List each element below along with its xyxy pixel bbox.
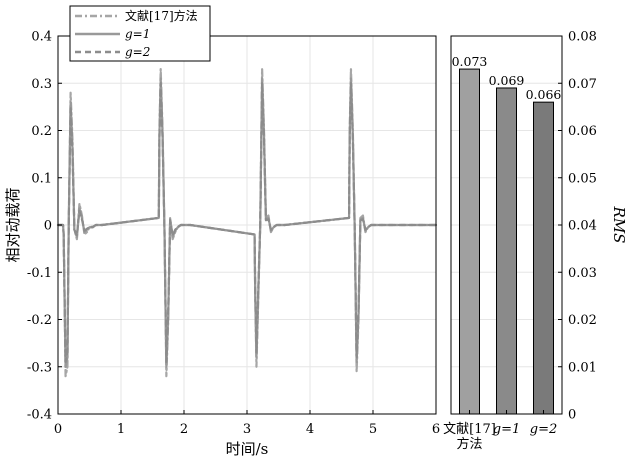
- bar-y-tick-label: 0.03: [568, 266, 597, 281]
- bar-value-label: 0.066: [526, 87, 562, 102]
- legend-label-series-2: g=1: [125, 27, 150, 41]
- line-y-tick-label: 0.2: [31, 124, 52, 139]
- line-y-axis-label: 相对动载荷: [4, 187, 22, 262]
- line-y-tick-label: 0.3: [31, 77, 52, 92]
- legend-label-series-3: g=2: [125, 45, 150, 59]
- bar-y-tick-label: 0.01: [568, 360, 597, 375]
- bar-y-tick-label: 0.04: [568, 219, 597, 234]
- bar-y-tick-label: 0.06: [568, 124, 597, 139]
- bar-1: [459, 68, 480, 415]
- bar-category-label: g=1: [493, 422, 521, 437]
- line-y-tick-label: 0.4: [31, 30, 52, 45]
- line-y-tick-label: -0.3: [27, 360, 52, 375]
- bar-y-tick-label: 0.02: [568, 313, 597, 328]
- legend-label-series-1: 文献[17]方法: [125, 8, 198, 23]
- line-chart-ticks: 0 1 2 3 4 5 6 0.4 0.3 0.2 0.1 0 -0.1 -0.2 -0.3 -0.4: [27, 30, 440, 438]
- series-line-3: [56, 82, 438, 364]
- line-y-tick-label: 0: [44, 219, 52, 234]
- bar-y-tick-label: 0.08: [568, 30, 597, 45]
- line-x-axis-label: 时间/s: [226, 440, 269, 458]
- bar-y-axis-label: RMS: [610, 206, 628, 244]
- bar-y-tick-label: 0.05: [568, 171, 597, 186]
- line-x-tick-label: 6: [432, 422, 440, 437]
- line-x-tick-label: 0: [54, 422, 62, 437]
- line-x-tick-label: 4: [306, 422, 314, 437]
- line-x-tick-label: 1: [117, 422, 125, 437]
- line-y-tick-label: -0.1: [27, 266, 52, 281]
- bar-category-label: 方法: [456, 436, 482, 452]
- line-y-tick-label: 0.1: [31, 171, 52, 186]
- line-y-tick-label: -0.4: [27, 408, 52, 423]
- bar-y-tick-label: 0.07: [568, 77, 597, 92]
- legend: 文献[17]方法 g=1 g=2: [69, 5, 211, 62]
- line-chart: 0 1 2 3 4 5 6 0.4 0.3 0.2 0.1 0 -0.1 -0.2 -0.3 -0.4 时间/…: [4, 5, 440, 458]
- bar-chart-ticks: 0.08 0.07 0.06 0.05 0.04 0.03 0.02 0.01 0 文献[17]方…: [443, 30, 597, 453]
- bar-category-label: g=2: [530, 422, 558, 437]
- line-x-tick-label: 2: [180, 422, 188, 437]
- bar-value-label: 0.073: [452, 54, 488, 69]
- bar-y-tick-label: 0: [568, 408, 576, 423]
- bar-2: [496, 87, 517, 415]
- bar-category-label: 文献[17]: [443, 422, 496, 437]
- bar-value-label: 0.069: [489, 73, 525, 88]
- line-y-tick-label: -0.2: [27, 313, 52, 328]
- line-x-tick-label: 5: [369, 422, 377, 437]
- line-x-tick-label: 3: [243, 422, 251, 437]
- line-chart-series: [56, 67, 438, 378]
- bar-3: [533, 101, 554, 415]
